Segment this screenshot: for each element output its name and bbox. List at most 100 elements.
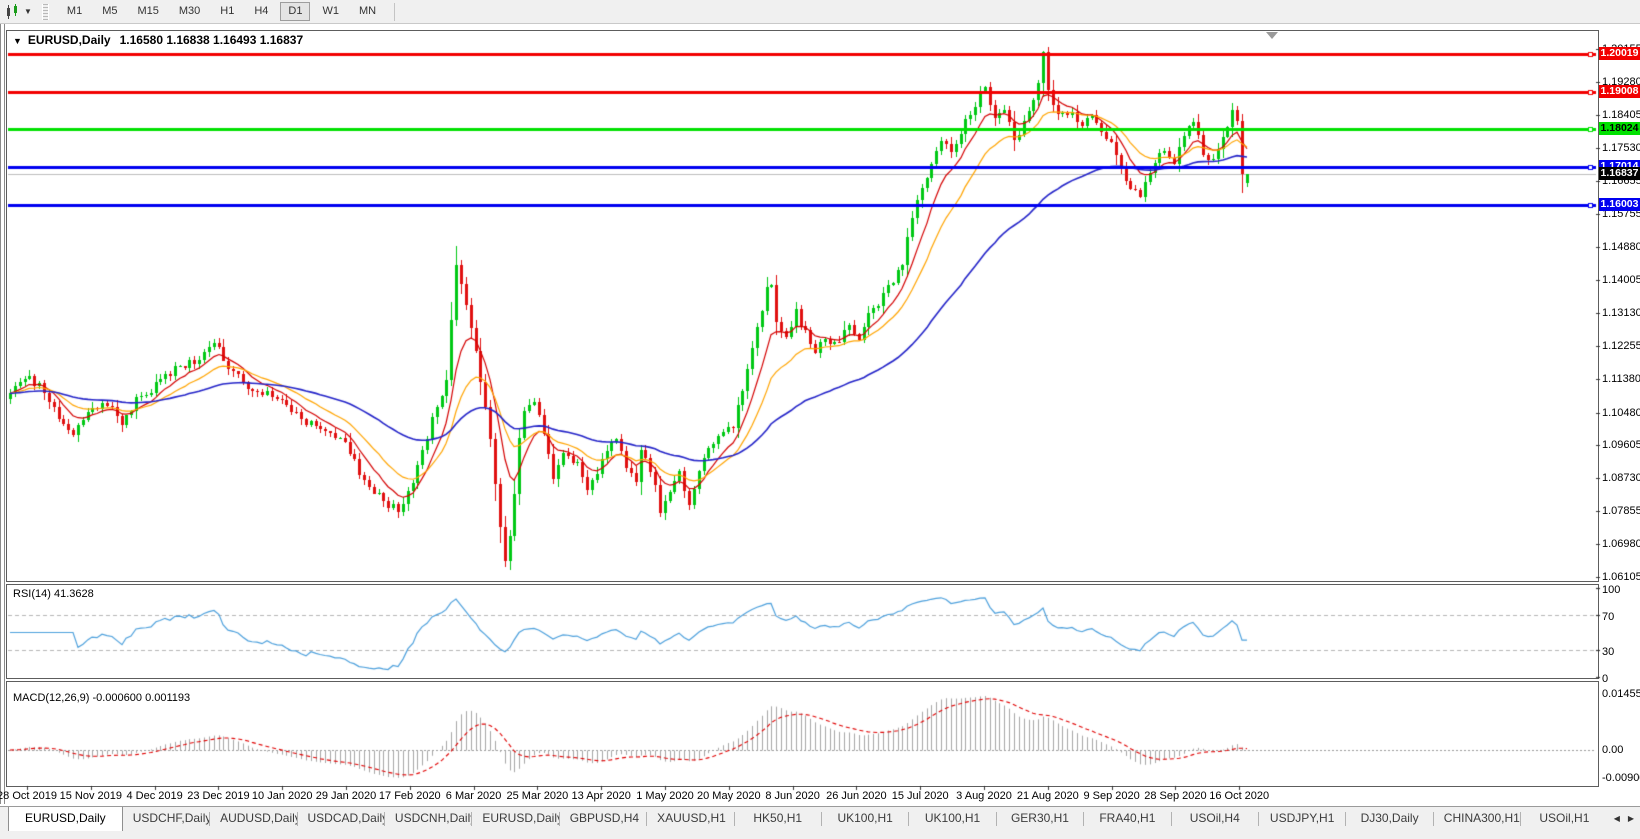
tab-separator xyxy=(733,812,735,826)
time-axis-label: 20 May 2020 xyxy=(696,790,761,802)
chart-tab-usdjpy-h1[interactable]: USDJPY,H1 xyxy=(1269,811,1335,825)
time-axis-label: 6 Mar 2020 xyxy=(445,790,502,802)
tab-scroll-left-icon[interactable]: ◀ xyxy=(1613,813,1620,823)
rsi-indicator-label: RSI(14) 41.3628 xyxy=(13,588,94,600)
level-price-badge[interactable]: 1.16003 xyxy=(1599,198,1640,212)
macd-indicator-label: MACD(12,26,9) -0.000600 0.001193 xyxy=(13,692,191,704)
chart-tab-dj30-daily[interactable]: DJ30,Daily xyxy=(1360,811,1419,825)
time-axis-label: 28 Sep 2020 xyxy=(1144,790,1207,802)
price-axis-label: 1.06980 xyxy=(1602,538,1640,551)
toolbar-grip xyxy=(41,3,49,20)
chart-tab-usoil-h4[interactable]: USOil,H4 xyxy=(1189,811,1240,825)
time-axis-label: 29 Jan 2020 xyxy=(315,790,377,802)
price-axis-label: 1.19280 xyxy=(1602,76,1640,88)
chart-tab-usdchf-daily[interactable]: USDCHF,Daily xyxy=(132,811,210,825)
price-axis-label: 1.11380 xyxy=(1602,372,1640,385)
rsi-axis-label: 30 xyxy=(1602,646,1615,659)
time-axis-label: 16 Oct 2020 xyxy=(1209,790,1270,802)
chart-tab-uk100-h1[interactable]: UK100,H1 xyxy=(924,811,981,825)
price-axis-label: 1.17530 xyxy=(1602,141,1640,154)
chart-tab-fra40-h1[interactable]: FRA40,H1 xyxy=(1099,811,1156,825)
time-axis-label: 10 Jan 2020 xyxy=(251,790,313,802)
price-axis-label: 1.13130 xyxy=(1602,307,1640,320)
level-price-badge[interactable]: 1.20019 xyxy=(1599,47,1640,61)
chart-tab-hk50-h1[interactable]: HK50,H1 xyxy=(753,811,803,825)
chart-ohlc-values: 1.16580 1.16838 1.16493 1.16837 xyxy=(119,33,304,47)
macd-axis-label: -0.00900 xyxy=(1602,772,1640,784)
tab-separator xyxy=(471,812,473,826)
timeframe-button-m1[interactable]: M1 xyxy=(66,5,83,17)
chart-tab-eurusd-daily[interactable]: EURUSD,Daily xyxy=(8,807,123,831)
timeframe-button-d1[interactable]: D1 xyxy=(280,2,311,21)
chart-title: EURUSD,Daily xyxy=(27,33,111,47)
tab-separator xyxy=(209,812,211,826)
chart-tab-xauusd-h1[interactable]: XAUUSD,H1 xyxy=(657,811,726,825)
price-axis-label: 1.09605 xyxy=(1602,439,1640,452)
tab-separator xyxy=(558,812,560,826)
level-price-badge[interactable]: 1.19008 xyxy=(1599,85,1640,99)
macd-axis-label: 0.00 xyxy=(1602,744,1624,756)
time-axis-label: 17 Feb 2020 xyxy=(378,790,441,802)
chart-shift-marker[interactable] xyxy=(1266,32,1278,39)
tab-separator xyxy=(1083,812,1085,826)
time-axis-label: 26 Jun 2020 xyxy=(826,790,887,802)
chart-tab-usoil-h1[interactable]: USOil,H1 xyxy=(1539,811,1590,825)
dropdown-caret-icon[interactable]: ▼ xyxy=(24,7,32,16)
tab-separator xyxy=(1257,812,1259,826)
tab-separator xyxy=(995,812,997,826)
time-axis-label: 4 Dec 2019 xyxy=(126,790,183,802)
tab-scroll-buttons: ◀ ▶ xyxy=(1608,807,1640,829)
time-axis-label: 21 Aug 2020 xyxy=(1016,790,1079,802)
chart-tab-usdcad-daily[interactable]: USDCAD,Daily xyxy=(307,811,384,825)
tab-separator xyxy=(1345,812,1347,826)
time-axis-label: 25 Mar 2020 xyxy=(506,790,569,802)
timeframe-button-mn[interactable]: MN xyxy=(358,5,377,17)
price-axis-label: 1.12255 xyxy=(1602,339,1640,352)
timeframe-button-w1[interactable]: W1 xyxy=(322,5,339,17)
price-axis-label: 1.10480 xyxy=(1602,406,1640,419)
time-axis-label: 9 Sep 2020 xyxy=(1083,790,1140,802)
time-axis-label: 1 May 2020 xyxy=(636,790,694,802)
toolbar-separator xyxy=(394,2,396,21)
price-axis-label: 1.14005 xyxy=(1602,274,1640,287)
price-axis-label: 1.15755 xyxy=(1602,208,1640,221)
tab-separator xyxy=(820,812,822,826)
price-axis-label: 1.18405 xyxy=(1602,108,1640,121)
chart-tab-gbpusd-h4[interactable]: GBPUSD,H4 xyxy=(569,811,640,825)
price-axis-label: 1.06105 xyxy=(1602,570,1640,583)
timeframe-button-m15[interactable]: M15 xyxy=(137,5,159,17)
tab-separator xyxy=(646,812,648,826)
timeframe-button-h4[interactable]: H4 xyxy=(254,5,269,17)
chart-options-icon[interactable] xyxy=(4,3,22,20)
chart-menu-caret-icon[interactable]: ▼ xyxy=(13,36,22,46)
chart-tab-usdcnh-daily[interactable]: USDCNH,Daily xyxy=(394,811,472,825)
rsi-axis-label: 0 xyxy=(1602,673,1609,685)
timeframe-button-m30[interactable]: M30 xyxy=(178,5,201,17)
time-axis-label: 15 Jul 2020 xyxy=(891,790,949,802)
timeframe-button-m5[interactable]: M5 xyxy=(102,5,118,17)
tab-separator xyxy=(383,812,385,826)
level-price-badge[interactable]: 1.18024 xyxy=(1599,122,1640,136)
price-axis-label: 1.14880 xyxy=(1602,241,1640,254)
chart-title-row: ▼ EURUSD,Daily 1.16580 1.16838 1.16493 1.1… xyxy=(13,33,303,47)
chart-tab-audusd-daily[interactable]: AUDUSD,Daily xyxy=(220,811,297,825)
time-axis-label: 3 Aug 2020 xyxy=(956,790,1012,802)
current-price-badge: 1.16837 xyxy=(1599,166,1640,180)
tab-separator xyxy=(1170,812,1172,826)
time-axis-label: 13 Apr 2020 xyxy=(571,790,631,802)
tab-separator xyxy=(908,812,910,826)
time-axis-label: 28 Oct 2019 xyxy=(0,790,57,802)
chart-tab-uk100-h1[interactable]: UK100,H1 xyxy=(837,811,893,825)
chart-tab-ger30-h1[interactable]: GER30,H1 xyxy=(1010,811,1069,825)
tab-separator xyxy=(296,812,298,826)
top-toolbar: ▼ M1 M5 M15 M30 H1 H4 D1 W1 MN xyxy=(0,0,1640,24)
chart-tab-eurusd-daily[interactable]: EURUSD,Daily xyxy=(482,811,559,825)
timeframe-button-h1[interactable]: H1 xyxy=(220,5,235,17)
tab-separator xyxy=(1520,812,1522,826)
rsi-axis-label: 70 xyxy=(1602,610,1615,623)
chart-tab-china300-h1[interactable]: CHINA300,H1 xyxy=(1443,811,1520,825)
tab-scroll-right-icon[interactable]: ▶ xyxy=(1627,813,1634,823)
tab-separator xyxy=(1432,812,1434,826)
time-axis-label: 8 Jun 2020 xyxy=(765,790,820,802)
